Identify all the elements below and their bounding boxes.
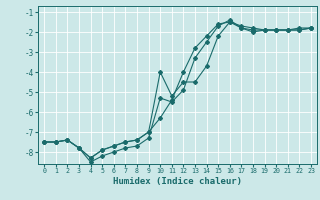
X-axis label: Humidex (Indice chaleur): Humidex (Indice chaleur) xyxy=(113,177,242,186)
